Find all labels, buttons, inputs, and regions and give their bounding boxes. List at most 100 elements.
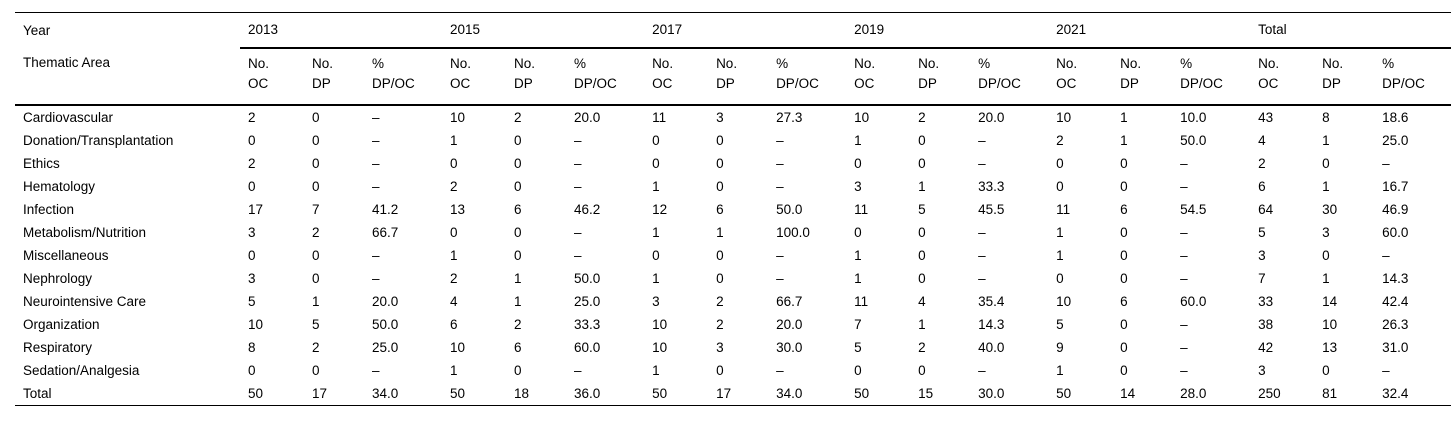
year-group-header-2015: 2015 — [442, 12, 645, 49]
value-cell: 60.0 — [1382, 225, 1409, 240]
table-row: Donation/Transplantation 0 0 – 1 0 – 0 0 – 1 0 – 2 1 50… — [15, 129, 1451, 152]
value-cell: – — [776, 179, 784, 194]
value-cell: 1 — [652, 271, 660, 286]
thematic-area-cell: Hematology — [23, 179, 96, 194]
value-cell: 0 — [918, 156, 926, 171]
value-cell: 2 — [312, 225, 320, 240]
value-cell: 15 — [918, 386, 934, 401]
value-cell: – — [1382, 156, 1390, 171]
value-cell: 1 — [450, 248, 458, 263]
value-cell: 5 — [1258, 225, 1266, 240]
value-cell: 54.5 — [1180, 202, 1207, 217]
value-cell: 46.9 — [1382, 202, 1409, 217]
table-row: Neurointensive Care 5 1 20.0 4 1 25.0 3 2 66.7 11 4… — [15, 290, 1451, 313]
value-cell: 1 — [918, 317, 926, 332]
value-cell: 1 — [1120, 133, 1128, 148]
column-header-line: DP — [514, 76, 533, 91]
value-cell: 0 — [716, 179, 724, 194]
value-cell: 34.0 — [776, 386, 803, 401]
value-cell: 6 — [1258, 179, 1266, 194]
value-cell: 0 — [450, 225, 458, 240]
column-header-line: DP/OC — [776, 76, 819, 91]
column-header-no-oc: No. OC — [240, 48, 304, 106]
value-cell: 7 — [312, 202, 320, 217]
value-cell: 1 — [1322, 133, 1330, 148]
value-cell: – — [1180, 340, 1188, 355]
column-header-no-oc: No. OC — [644, 48, 709, 106]
thematic-area-cell: Organization — [23, 317, 100, 332]
column-header-line: No. — [652, 56, 674, 71]
table-header: Year 2013 2015 2017 2019 2021 Total Thematic … — [15, 12, 1451, 106]
value-cell: 33.3 — [574, 317, 601, 332]
value-cell: 0 — [248, 248, 256, 263]
column-header-pct-dp-oc: % DP/OC — [364, 48, 443, 106]
year-header-row: Year 2013 2015 2017 2019 2021 Total — [15, 12, 1451, 49]
value-cell: 0 — [1056, 156, 1064, 171]
column-header-row: Thematic Area No. OC No. DP% DP/OC No. OC No. DP… — [15, 48, 1451, 106]
value-cell: 1 — [854, 271, 862, 286]
value-cell: 42 — [1258, 340, 1274, 355]
value-cell: – — [1180, 363, 1188, 378]
value-cell: 66.7 — [776, 294, 803, 309]
table-row: Hematology 0 0 – 2 0 – 1 0 – 3 1 33.3 0 0 – 6 1 16.7 — [15, 175, 1451, 198]
value-cell: 50.0 — [372, 317, 399, 332]
value-cell: 1 — [716, 225, 724, 240]
value-cell: 3 — [1258, 248, 1266, 263]
value-cell: 0 — [312, 179, 320, 194]
column-header-line: % — [1180, 56, 1193, 71]
value-cell: 10 — [652, 340, 668, 355]
value-cell: 3 — [248, 225, 256, 240]
value-cell: 11 — [854, 202, 869, 217]
value-cell: 13 — [1322, 340, 1338, 355]
value-cell: 10 — [1056, 110, 1072, 125]
value-cell: 45.5 — [978, 202, 1005, 217]
value-cell: 3 — [854, 179, 862, 194]
value-cell: 0 — [918, 133, 926, 148]
value-cell: – — [1382, 248, 1390, 263]
value-cell: 50.0 — [1180, 133, 1207, 148]
thematic-area-cell: Neurointensive Care — [23, 294, 147, 309]
value-cell: 2 — [918, 340, 926, 355]
table-row: Total 50 17 34.0 50 18 36.0 50 17 34.0 50 15 30.0 50 1… — [15, 382, 1451, 406]
column-header-no-dp: No. DP — [708, 48, 769, 106]
value-cell: 20.0 — [776, 317, 803, 332]
column-header-line: No. — [514, 56, 536, 71]
value-cell: 20.0 — [372, 294, 399, 309]
value-cell: 25.0 — [1382, 133, 1409, 148]
value-cell: 6 — [514, 340, 522, 355]
value-cell: 2 — [1056, 133, 1064, 148]
value-cell: 14 — [1322, 294, 1338, 309]
value-cell: 50 — [248, 386, 264, 401]
value-cell: 2 — [450, 179, 458, 194]
value-cell: 1 — [312, 294, 320, 309]
value-cell: 17 — [312, 386, 328, 401]
value-cell: – — [776, 133, 784, 148]
value-cell: 3 — [652, 294, 660, 309]
year-corner-label: Year — [23, 22, 51, 38]
column-header-line: % — [1382, 56, 1395, 71]
value-cell: 0 — [312, 133, 320, 148]
value-cell: 6 — [1120, 294, 1128, 309]
table-row: Infection 17 7 41.2 13 6 46.2 12 6 50.0 11 5 45.5 11 6… — [15, 198, 1451, 221]
value-cell: 50 — [854, 386, 870, 401]
value-cell: 35.4 — [978, 294, 1005, 309]
value-cell: 5 — [248, 294, 256, 309]
column-header-line: No. — [1322, 56, 1344, 71]
value-cell: 18 — [514, 386, 530, 401]
thematic-area-cell: Total — [23, 386, 52, 401]
value-cell: – — [574, 225, 582, 240]
value-cell: 0 — [248, 133, 256, 148]
value-cell: 5 — [312, 317, 320, 332]
value-cell: 30 — [1322, 202, 1338, 217]
column-header-line: DP — [312, 76, 331, 91]
value-cell: 1 — [1056, 225, 1064, 240]
value-cell: 1 — [514, 271, 522, 286]
value-cell: 5 — [918, 202, 926, 217]
value-cell: 43 — [1258, 110, 1274, 125]
value-cell: 36.0 — [574, 386, 601, 401]
value-cell: – — [372, 363, 380, 378]
value-cell: 25.0 — [372, 340, 399, 355]
thematic-area-cell: Sedation/Analgesia — [23, 363, 140, 378]
value-cell: 0 — [652, 248, 660, 263]
value-cell: 0 — [312, 156, 320, 171]
